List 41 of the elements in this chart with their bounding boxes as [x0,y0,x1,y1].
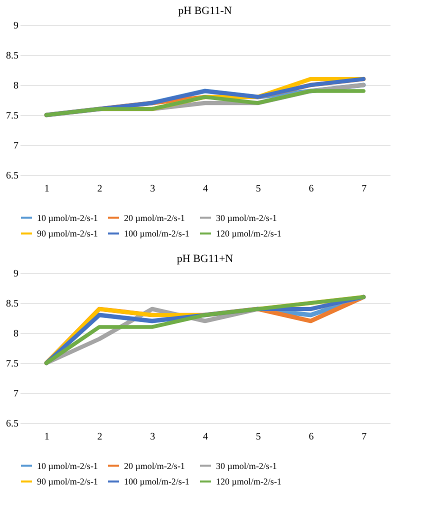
x-tick-label: 4 [203,184,208,194]
legend-label: 100 µmol/m-2/s-1 [124,476,190,486]
x-tick-label: 7 [362,432,367,442]
line-series [44,89,366,117]
y-tick-label: 9 [14,268,18,280]
x-tick-label: 2 [97,432,102,442]
legend-label: 90 µmol/m-2/s-1 [37,228,98,238]
legend-label: 30 µmol/m-2/s-1 [216,460,277,471]
y-tick-label: 8.5 [6,298,18,310]
legend-label: 120 µmol/m-2/s-1 [216,476,282,486]
y-tick-label: 7.5 [6,110,18,122]
y-tick-label: 8 [14,328,18,340]
legend-label: 10 µmol/m-2/s-1 [37,212,98,223]
chart-title: pH BG11+N [176,253,234,265]
y-tick-label: 7.5 [6,358,18,370]
x-tick-label: 6 [308,184,314,194]
x-tick-label: 4 [203,432,208,442]
x-tick-label: 2 [97,184,102,194]
legend-label: 100 µmol/m-2/s-1 [124,228,190,238]
legend-label: 30 µmol/m-2/s-1 [216,212,277,223]
legend-label: 10 µmol/m-2/s-1 [37,460,98,471]
y-tick-label: 8.5 [6,50,18,62]
y-tick-label: 7 [14,388,18,400]
y-tick-label: 6.5 [6,418,18,430]
legend-label: 20 µmol/m-2/s-1 [124,460,185,471]
x-tick-label: 1 [44,184,50,194]
x-tick-label: 7 [362,184,367,194]
x-tick-label: 6 [308,432,314,442]
legend-label: 120 µmol/m-2/s-1 [216,228,282,238]
legend-label: 20 µmol/m-2/s-1 [124,212,185,223]
x-tick-label: 1 [44,432,50,442]
y-tick-label: 8 [14,80,18,92]
chart-title: pH BG11-N [178,5,232,17]
y-tick-label: 6.5 [6,170,18,182]
y-tick-label: 7 [14,140,18,152]
x-tick-label: 5 [256,184,261,194]
x-tick-label: 3 [150,184,156,194]
x-tick-label: 3 [150,432,156,442]
x-tick-label: 5 [256,432,261,442]
y-tick-label: 9 [14,20,18,32]
legend-label: 90 µmol/m-2/s-1 [37,476,98,486]
